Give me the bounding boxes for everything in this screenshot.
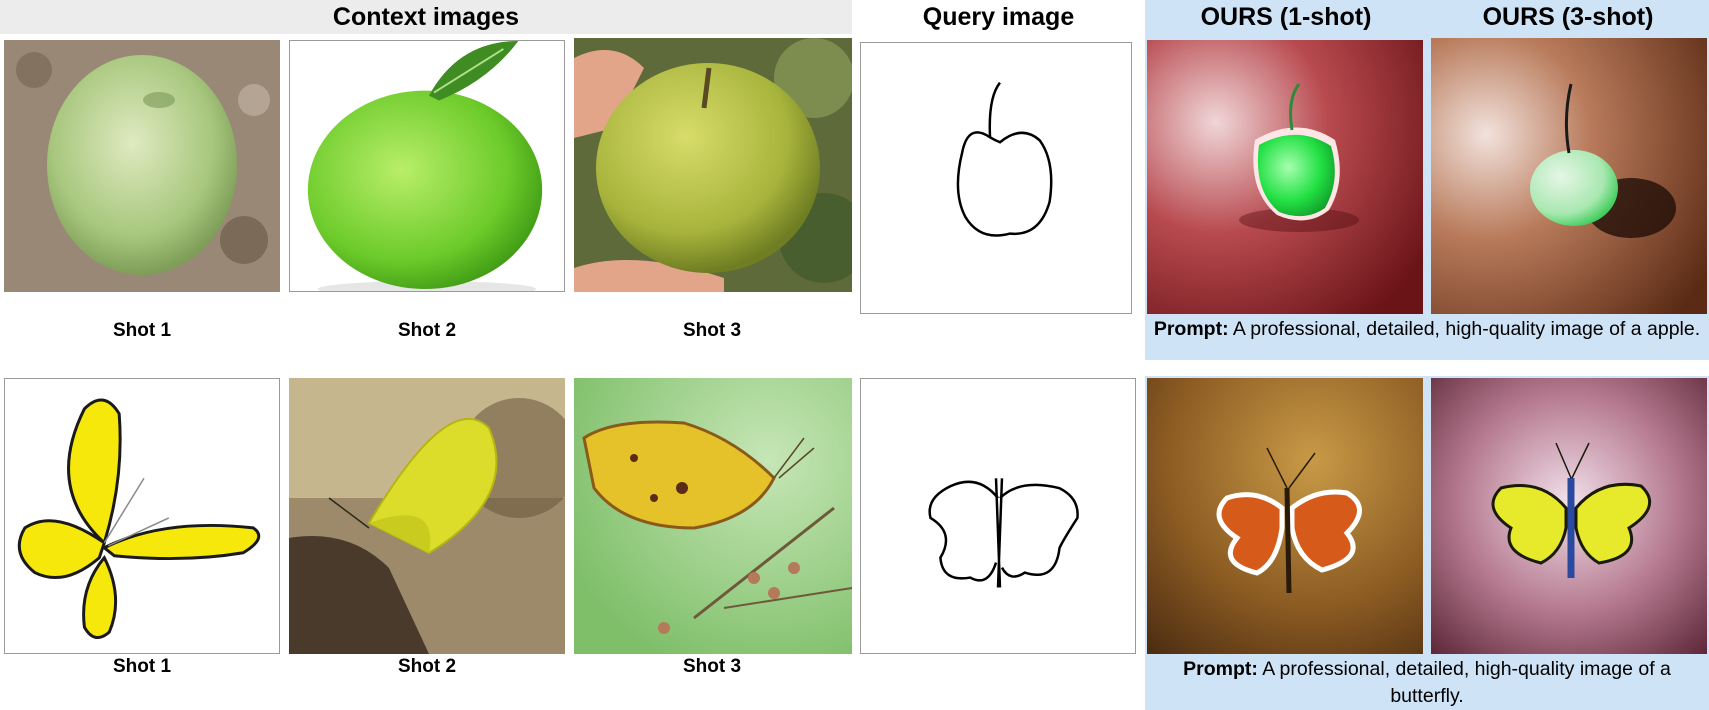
- apple-prompt: Prompt: A professional, detailed, high-q…: [1145, 314, 1709, 360]
- apple-shot-3-label: Shot 3: [682, 320, 742, 341]
- apple-prompt-text: A professional, detailed, high-quality i…: [1232, 318, 1701, 340]
- apple-context-shot-2: [289, 40, 565, 292]
- ours-3shot-header: OURS (3-shot): [1482, 2, 1654, 31]
- apple-ours-3shot: [1431, 38, 1707, 314]
- butterfly-ours-1shot: [1147, 378, 1423, 654]
- apple-query-sketch: [860, 42, 1132, 314]
- butterfly-prompt: Prompt: A professional, detailed, high-q…: [1145, 654, 1709, 710]
- apple-prompt-label: Prompt:: [1153, 318, 1229, 340]
- apple-ours-1shot: [1147, 40, 1423, 314]
- context-images-header: Context images: [0, 0, 852, 34]
- butterfly-prompt-text: A professional, detailed, high-quality i…: [1262, 658, 1671, 707]
- ours-1shot-header: OURS (1-shot): [1200, 2, 1372, 31]
- butterfly-ours-3shot: [1431, 378, 1707, 654]
- butterfly-context-shot-3: [574, 378, 852, 654]
- butterfly-context-shot-1: [4, 378, 280, 654]
- butterfly-context-shot-2: [289, 378, 565, 654]
- butterfly-shot-3-label: Shot 3: [682, 656, 742, 677]
- butterfly-shot-2-label: Shot 2: [397, 656, 457, 677]
- apple-shot-1-label: Shot 1: [112, 320, 172, 341]
- butterfly-shot-1-label: Shot 1: [112, 656, 172, 677]
- apple-context-shot-3: [574, 38, 852, 292]
- apple-context-shot-1: [4, 40, 280, 292]
- apple-shot-2-label: Shot 2: [397, 320, 457, 341]
- butterfly-prompt-label: Prompt:: [1183, 658, 1258, 680]
- query-image-header: Query image: [922, 2, 1075, 31]
- ours-header: OURS (1-shot) OURS (3-shot): [1145, 0, 1709, 34]
- butterfly-query-sketch: [860, 378, 1136, 654]
